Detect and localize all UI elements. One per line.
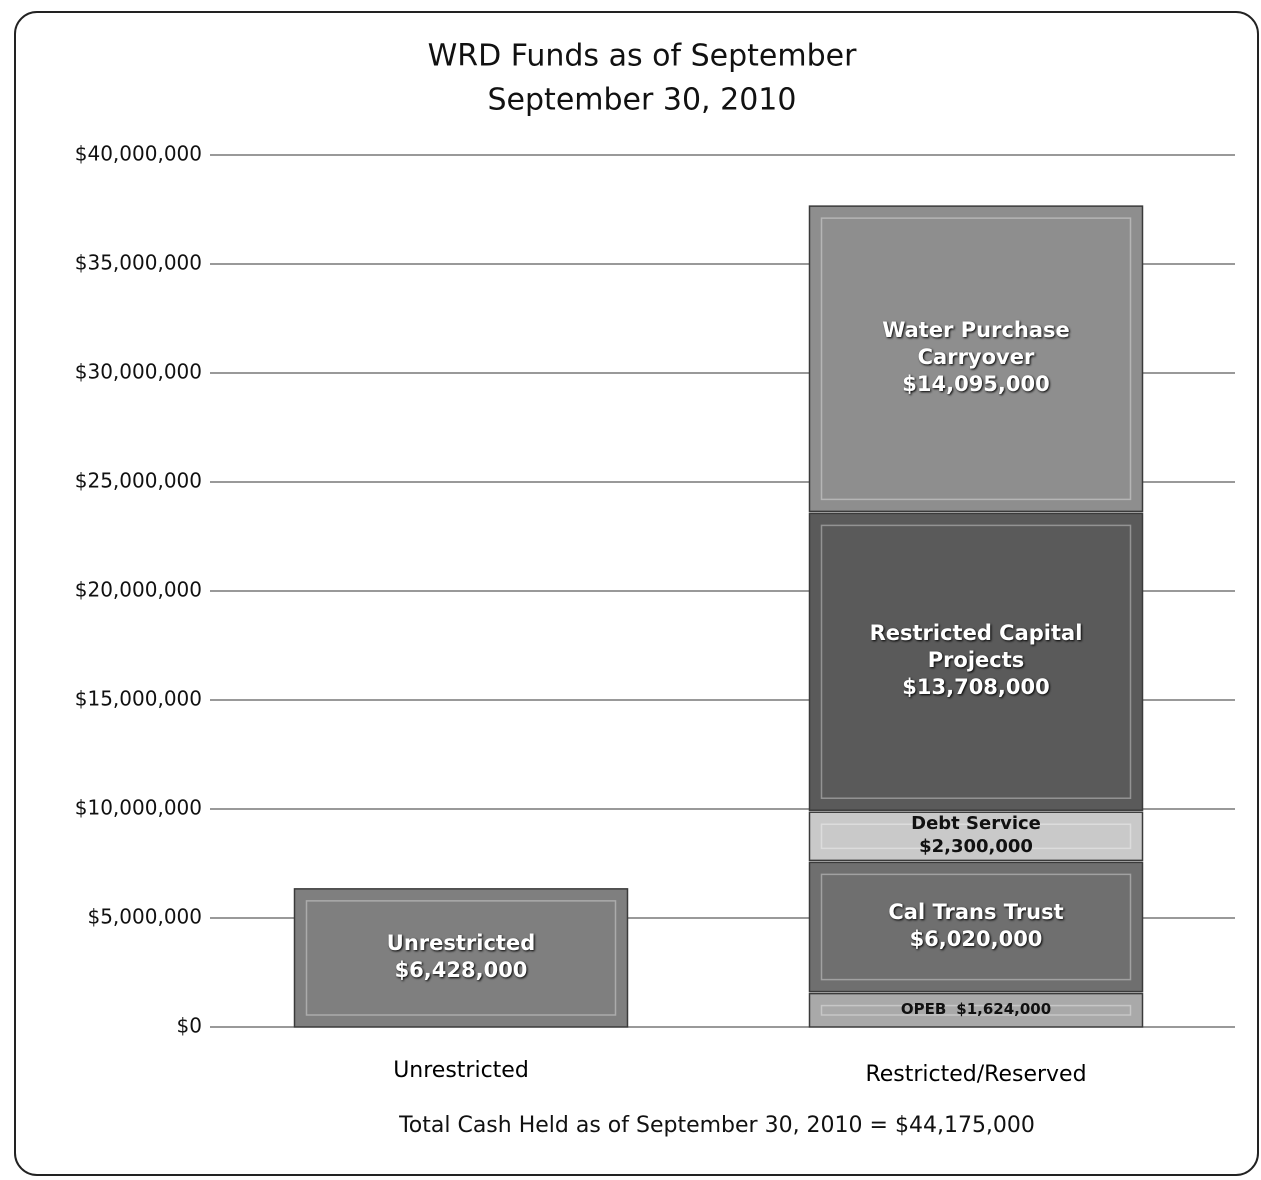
- y-tick-label: $30,000,000: [75, 360, 202, 384]
- bar-segment: [808, 861, 1144, 993]
- segment-value: $13,708,000: [902, 675, 1050, 700]
- y-tick-label: $20,000,000: [75, 578, 202, 602]
- segment-value: $6,428,000: [394, 957, 528, 982]
- bar-bevel: [820, 873, 1132, 981]
- segment-value: $14,095,000: [902, 372, 1050, 397]
- bar-segment: [293, 888, 629, 1028]
- x-tick-label: Restricted/Reserved: [865, 1062, 1087, 1087]
- chart-subtitle: September 30, 2010: [488, 83, 797, 118]
- bar-bevel: [820, 524, 1132, 799]
- segment-name: Water Purchase Carryover: [882, 317, 1070, 370]
- bar-segment: [808, 512, 1144, 811]
- segment-value: $6,020,000: [909, 926, 1043, 951]
- bar-bevel: [820, 1004, 1132, 1016]
- y-tick-label: $0: [177, 1014, 202, 1038]
- segment-name: Unrestricted: [386, 930, 536, 955]
- y-tick-label: $35,000,000: [75, 251, 202, 275]
- bar-segment: [808, 205, 1144, 513]
- segment-name: Cal Trans Trust: [888, 899, 1064, 924]
- segment-label: Debt Service $2,300,000: [810, 810, 1143, 860]
- bar-bevel: [820, 217, 1132, 501]
- segment-label: Unrestricted $6,428,000: [295, 887, 628, 1027]
- y-tick-label: $15,000,000: [75, 687, 202, 711]
- segment-label: OPEB $1,624,000: [810, 992, 1143, 1027]
- bar-bevel: [820, 823, 1132, 850]
- y-tick-label: $5,000,000: [87, 905, 202, 929]
- y-tick-label: $10,000,000: [75, 796, 202, 820]
- segment-name: Restricted Capital Projects: [869, 620, 1083, 673]
- segment-name: Debt Service: [911, 812, 1041, 834]
- x-tick-label: Unrestricted: [393, 1058, 529, 1083]
- segment-label: Restricted Capital Projects $13,708,000: [810, 511, 1143, 810]
- chart-title: WRD Funds as of September: [428, 39, 857, 74]
- y-tick-label: $25,000,000: [75, 469, 202, 493]
- bar-segment: [808, 811, 1144, 862]
- segment-label: Water Purchase Carryover $14,095,000: [810, 204, 1143, 511]
- segment-value: $1,624,000: [956, 999, 1052, 1018]
- bar-bevel: [305, 900, 617, 1016]
- y-tick-label: $40,000,000: [75, 142, 202, 166]
- bar-segment: [808, 992, 1144, 1028]
- segment-value: $2,300,000: [919, 836, 1033, 858]
- segment-label: Cal Trans Trust $6,020,000: [810, 860, 1143, 991]
- footnote: Total Cash Held as of September 30, 2010…: [398, 1113, 1035, 1138]
- segment-name: OPEB: [900, 999, 947, 1018]
